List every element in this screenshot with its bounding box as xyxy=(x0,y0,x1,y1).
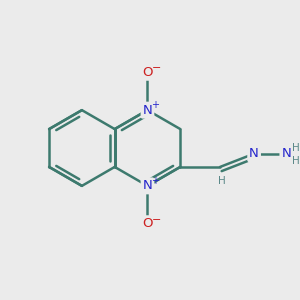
Text: O: O xyxy=(142,66,153,79)
Text: +: + xyxy=(152,100,160,110)
Text: N: N xyxy=(142,103,152,117)
Text: H: H xyxy=(292,143,300,153)
Text: +: + xyxy=(152,176,160,186)
Text: −: − xyxy=(152,63,161,73)
Text: −: − xyxy=(152,215,161,225)
Text: N: N xyxy=(249,147,259,160)
Text: N: N xyxy=(142,179,152,192)
Text: H: H xyxy=(292,156,300,166)
Text: O: O xyxy=(142,217,153,230)
Text: N: N xyxy=(281,147,291,160)
Text: H: H xyxy=(218,176,226,186)
